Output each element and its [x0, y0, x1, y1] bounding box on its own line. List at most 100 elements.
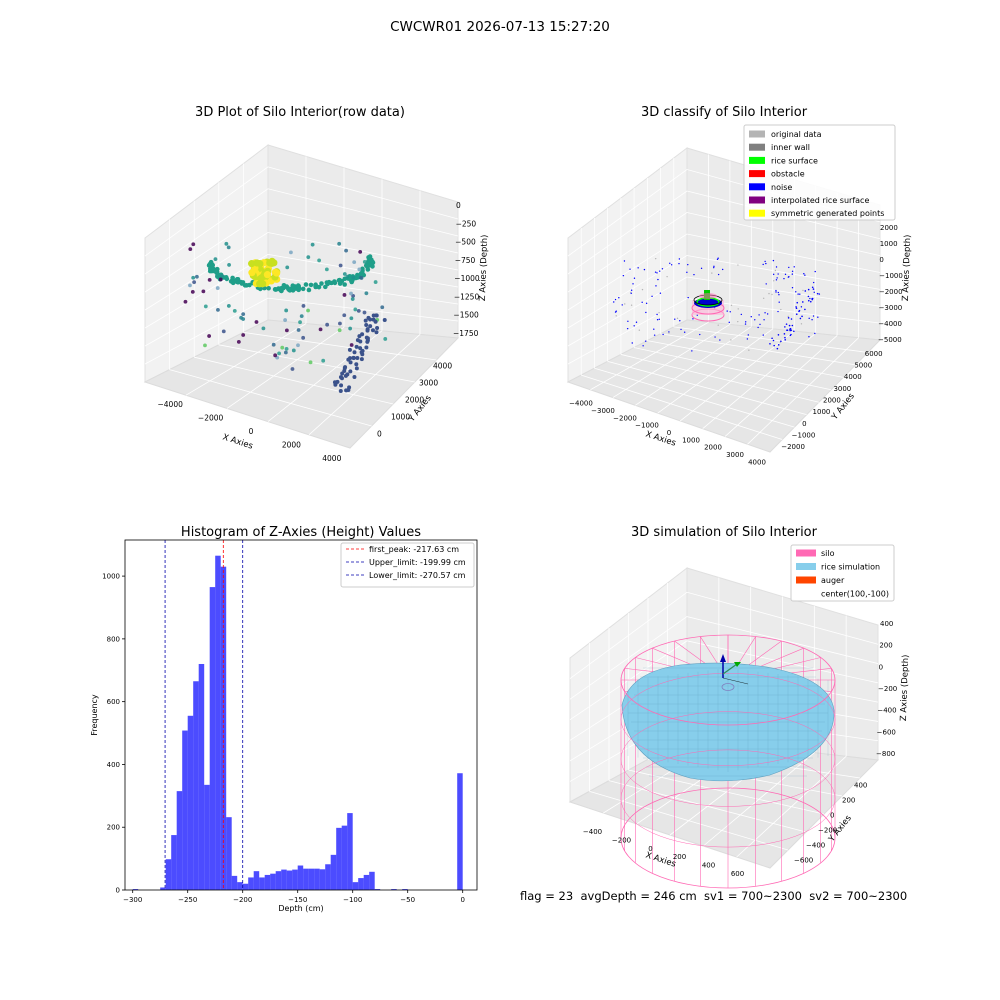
scatter-point: [814, 270, 816, 273]
legend-color-swatch: [796, 563, 816, 570]
scatter-point: [645, 311, 647, 314]
status-footer: flag = 23 avgDepth = 246 cm sv1 = 700~23…: [520, 889, 908, 903]
scatter-point: [795, 307, 798, 310]
scatter-point: [277, 351, 281, 356]
scatter-point: [283, 350, 288, 355]
scatter-point: [657, 278, 659, 281]
scatter-point: [623, 260, 626, 262]
y-tick-label: 200: [842, 797, 855, 805]
scatter-point: [783, 277, 785, 280]
scatter-point: [788, 324, 791, 327]
scatter-point: [188, 247, 193, 252]
scatter-point: [306, 308, 310, 313]
scatter-point: [248, 269, 256, 277]
scatter-point: [364, 322, 369, 327]
legend-label: inner wall: [771, 143, 810, 152]
histogram-bar: [215, 555, 221, 890]
scatter-point: [627, 320, 629, 322]
scatter-point: [370, 328, 375, 333]
histogram-bar: [259, 877, 265, 890]
scatter-point: [804, 308, 806, 311]
histogram-bars: [132, 555, 463, 890]
legend-color-swatch: [749, 183, 765, 191]
scatter-point: [789, 334, 792, 337]
scatter-point: [631, 342, 633, 344]
scatter-point: [370, 264, 375, 269]
scatter-point: [772, 339, 775, 342]
y-tick-label: 1000: [813, 408, 831, 416]
raw-z-axis-label: Z Axies (Depth): [478, 234, 490, 301]
z-tick-label: −1000: [879, 272, 903, 280]
scatter-point: [809, 297, 811, 300]
scatter-point: [780, 340, 782, 343]
scatter-point: [766, 313, 769, 315]
scatter-point: [758, 314, 760, 316]
simulation-legend-entries: silo rice simulation auger center(100,-100): [796, 549, 889, 599]
scatter-point: [771, 293, 773, 296]
y-tick-label: 400: [107, 761, 120, 769]
depth-histogram: Histogram of Z-Axies (Height) Values −30…: [90, 525, 478, 913]
scatter-point: [654, 257, 657, 260]
scatter-point: [662, 333, 664, 336]
scatter-point: [253, 259, 261, 267]
classify-tick-labels: −4000−3000−2000−100001000200030004000−20…: [569, 224, 903, 466]
scatter-point: [354, 344, 359, 349]
scatter-point: [374, 313, 379, 318]
scatter-point: [759, 323, 761, 326]
histogram-bar: [220, 566, 227, 890]
scatter-point: [808, 317, 810, 320]
sim-z-axis-label: Z Axies (Depth): [899, 654, 911, 721]
scatter-point: [768, 292, 770, 295]
scatter-point: [762, 334, 764, 336]
scatter-point: [318, 327, 323, 332]
scatter-point: [771, 337, 773, 340]
scatter-point: [342, 366, 347, 371]
y-tick-label: 6000: [865, 350, 883, 358]
scatter-point: [349, 279, 355, 285]
scatter-point: [301, 335, 306, 340]
scatter-point: [804, 274, 806, 276]
z-tick-label: 0: [879, 256, 883, 264]
scatter-point: [746, 338, 749, 340]
histogram-bar: [292, 869, 298, 890]
z-tick-label: −750: [455, 256, 476, 265]
scatter-point: [348, 369, 353, 374]
scatter-point: [737, 308, 739, 310]
scatter-point: [790, 329, 793, 332]
scatter-point: [232, 309, 237, 313]
legend-label: rice surface: [771, 156, 818, 165]
histogram-bar: [270, 873, 276, 890]
scatter-point: [348, 360, 353, 365]
scatter-point: [789, 328, 791, 331]
scatter-point: [790, 318, 793, 320]
scatter-point: [273, 353, 278, 358]
scatter-point: [615, 315, 617, 317]
scatter-point: [290, 367, 295, 371]
scatter-point: [353, 307, 358, 312]
histogram-bar: [330, 854, 337, 890]
scatter-point: [717, 273, 720, 276]
scatter-point: [666, 275, 668, 278]
scatter-point: [692, 318, 694, 320]
scatter-point: [226, 304, 231, 308]
scatter-point: [203, 304, 208, 309]
scatter-point: [299, 314, 304, 319]
scatter-point: [352, 375, 357, 380]
scatter-point: [371, 317, 376, 322]
scatter-point: [366, 315, 371, 320]
scatter-point: [362, 259, 367, 264]
scatter-point: [254, 320, 259, 324]
scatter-point: [232, 278, 238, 284]
y-tick-label: −600: [794, 857, 813, 865]
scatter-point: [791, 324, 794, 327]
scatter-point: [785, 323, 788, 325]
scatter-point: [808, 336, 810, 338]
raw-tick-labels: −4000 −2000 0 2000 4000 0 1000 2000 3000 4000 0 −25…: [158, 201, 480, 463]
scatter-point: [644, 340, 647, 342]
scatter-point: [714, 336, 716, 338]
legend-label: silo: [821, 549, 835, 558]
scatter-point: [382, 318, 387, 323]
scatter-point: [637, 267, 639, 269]
scatter-point: [678, 258, 681, 260]
scatter-point: [796, 301, 799, 304]
